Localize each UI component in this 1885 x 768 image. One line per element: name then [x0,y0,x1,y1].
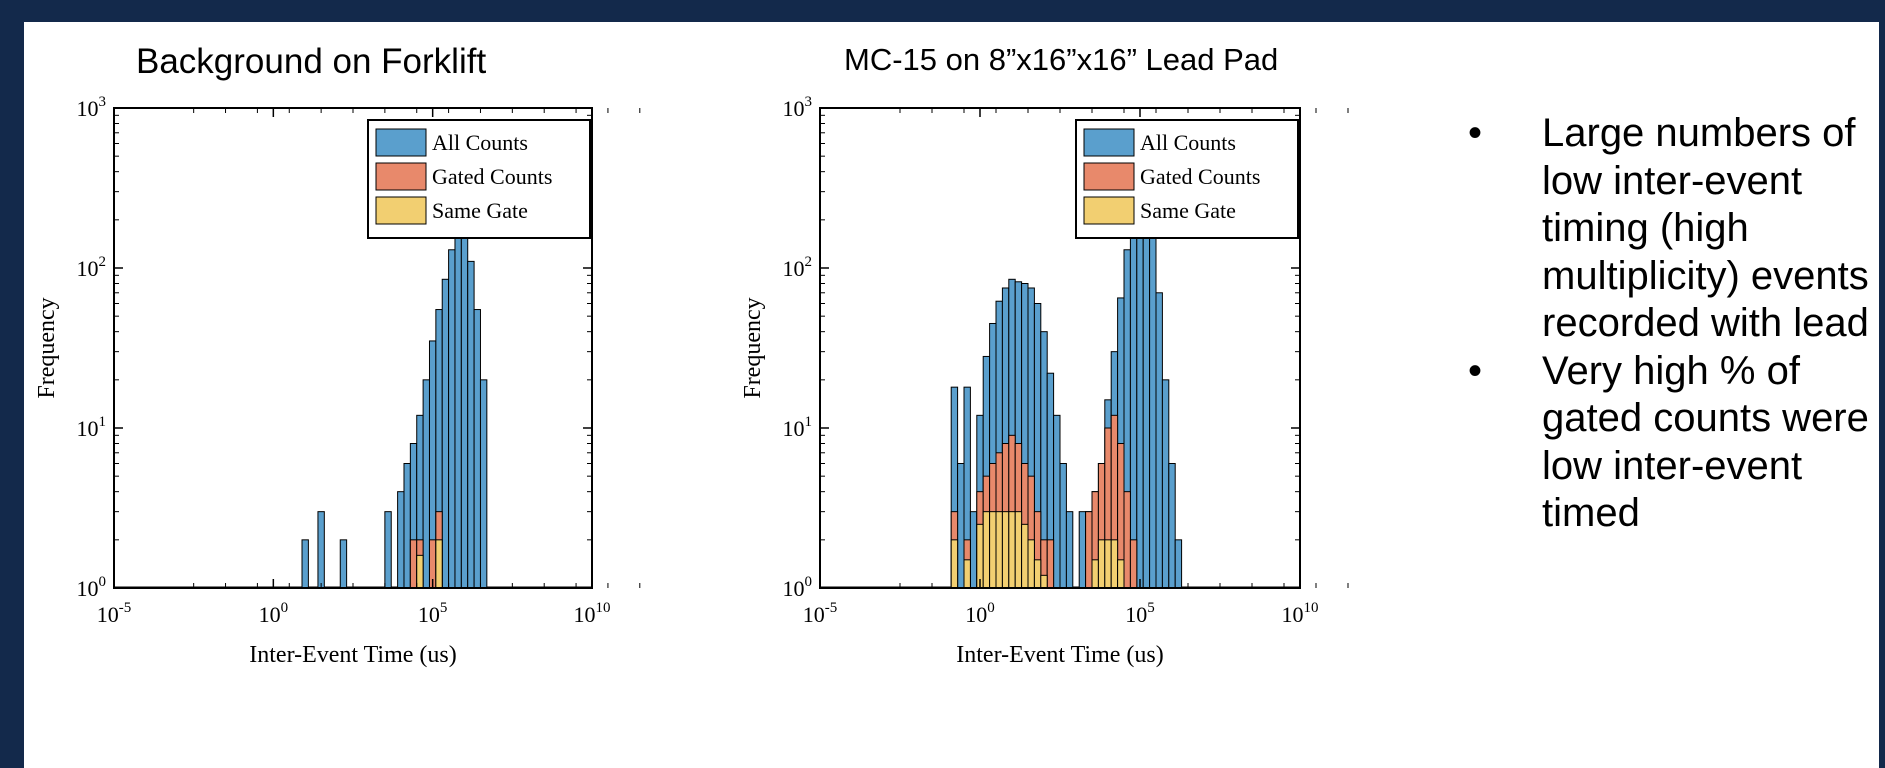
histogram-bar [1174,539,1183,589]
histogram-bar [1136,191,1144,589]
legend-label: Same Gate [432,198,528,223]
histogram-bar [1129,539,1138,589]
right-chart-subtitle: MC-15 on 8”x16”x16” Lead Pad [844,42,1279,77]
histogram-bar [1091,559,1099,589]
histogram-bar [1033,559,1042,589]
legend-label: Same Gate [1140,198,1236,223]
legend: All Counts Gated Counts Same Gate [1075,119,1299,239]
x-tick-label: 10-5 [97,600,132,627]
y-tick-label: 103 [783,94,813,121]
histogram-bar [1168,462,1176,589]
y-axis-label: Frequency [34,297,60,398]
histogram-bar [1129,212,1138,589]
histogram-bar [1104,539,1112,589]
x-tick-label: 105 [1125,600,1155,627]
x-tick-label: 105 [418,600,448,627]
histogram-bar [963,559,971,589]
histogram-bar [1021,523,1029,589]
histogram-bar [976,523,984,589]
histogram-bar [1155,292,1163,589]
histogram-bar [995,511,1003,589]
y-axis-label: Frequency [740,297,766,398]
histogram-bar [1117,559,1125,589]
legend-swatch [1083,162,1135,191]
histogram-bar [1078,511,1087,589]
legend-label: All Counts [1140,130,1236,155]
histogram-bar [957,462,965,589]
histogram-bar [950,539,959,589]
y-tick-label: 103 [77,94,107,121]
x-tick-label: 1010 [1282,600,1319,627]
legend: All Counts Gated Counts Same Gate [367,119,591,239]
histogram-bar [1142,198,1151,589]
histogram-bar [1046,539,1055,589]
histogram-bar [1001,511,1010,589]
histogram-bar [969,511,978,589]
histogram-bar [1053,414,1061,589]
x-tick-label: 10-5 [803,600,838,627]
legend-swatch [375,196,427,225]
x-axis-label: Inter-Event Time (us) [956,642,1164,668]
histogram-bar [1085,511,1093,589]
legend-label: All Counts [432,130,528,155]
slide-body: Background on Forklift MC-15 on 8”x16”x1… [24,22,1879,768]
y-tick-label: 101 [77,414,107,441]
x-axis-label: Inter-Event Time (us) [249,642,457,668]
histogram-bar [1065,511,1074,589]
legend-swatch [1083,196,1135,225]
legend-swatch [1083,128,1135,157]
bullet-list: Large numbers of low inter-event timing … [1464,110,1884,538]
histogram-bar [989,511,997,589]
x-tick-label: 100 [965,600,995,627]
legend-label: Gated Counts [1140,164,1260,189]
histogram-bar [982,511,991,589]
histogram-bar [1149,226,1157,589]
y-tick-label: 102 [783,254,813,281]
histogram-bar [1059,462,1067,589]
bullet-item-1: Large numbers of low inter-event timing … [1464,110,1884,348]
legend-swatch [375,128,427,157]
histogram-bar [1014,511,1023,589]
histogram-bar [1040,574,1048,589]
legend-swatch [375,162,427,191]
histogram-bar [1123,491,1131,589]
histogram-bar [1008,511,1016,589]
x-tick-label: 1010 [574,600,611,627]
y-tick-label: 100 [783,574,813,601]
histogram-bar [1027,539,1035,589]
legend-label: Gated Counts [432,164,552,189]
bullet-item-2: Very high % of gated counts were low int… [1464,348,1884,538]
histogram-bar [1097,539,1106,589]
y-tick-label: 100 [77,574,107,601]
histogram-bar [1110,539,1119,589]
x-tick-label: 100 [259,600,288,627]
y-tick-label: 101 [783,414,813,441]
histogram-bar [1161,379,1170,589]
left-chart-subtitle: Background on Forklift [136,42,487,81]
y-tick-label: 102 [77,254,107,281]
